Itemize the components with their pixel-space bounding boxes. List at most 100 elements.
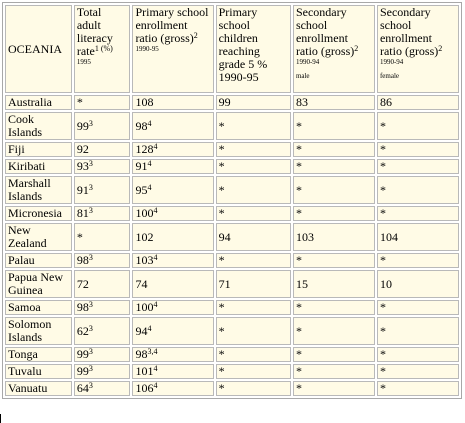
reaching-grade5-cell: 94 (215, 223, 291, 251)
cell-value: * (295, 182, 302, 197)
header-reaching-grade5: Primary school children reaching grade 5… (215, 5, 291, 93)
primary-enrollment-cell: 914 (132, 159, 214, 174)
secondary-male-cell: * (292, 364, 375, 379)
country-cell: Palau (5, 253, 72, 268)
footnote-marker: 3 (88, 159, 93, 168)
reaching-grade5-cell: * (215, 176, 291, 204)
secondary-male-cell: 15 (292, 270, 375, 298)
reaching-grade5-cell: * (215, 253, 291, 268)
secondary-female-cell: * (376, 347, 459, 362)
reaching-grade5-cell: * (215, 112, 291, 140)
cell-value: * (379, 159, 386, 173)
primary-enrollment-cell: 1004 (132, 206, 214, 221)
cell-value: * (218, 253, 225, 267)
primary-enrollment-cell: 102 (132, 223, 214, 251)
cell-value: 128 (135, 142, 154, 156)
table-row: Tonga 993 983,4 * * * (5, 347, 459, 362)
reaching-grade5-cell: * (215, 206, 291, 221)
header-primary-enrollment: Primary school enrollment ratio (gross)2… (132, 5, 214, 93)
secondary-female-cell: 10 (376, 270, 459, 298)
cell-value: 106 (135, 381, 154, 395)
reaching-grade5-cell: 99 (215, 95, 291, 110)
cell-value: 92 (76, 142, 89, 156)
footnote-marker: 4 (147, 182, 152, 192)
country-cell: Vanuatu (5, 381, 72, 396)
footnote-marker: 3 (88, 253, 93, 262)
reaching-grade5-cell: * (215, 347, 291, 362)
footnote-marker: 3 (88, 381, 93, 390)
cell-value: * (295, 347, 302, 361)
oceania-education-table: OCEANIA Total adult literacy rate1 (%) 1… (2, 2, 462, 399)
country-cell: Cook Islands (5, 112, 72, 140)
cell-value: 99 (76, 347, 89, 361)
secondary-female-cell: * (376, 381, 459, 396)
footnote-marker: 3 (88, 118, 93, 128)
secondary-male-cell: * (292, 347, 375, 362)
table-row: Marshall Islands 913 954 * * * (5, 176, 459, 204)
literacy-cell: 983 (73, 300, 131, 315)
cell-value: 108 (135, 95, 154, 109)
country-cell: Micronesia (5, 206, 72, 221)
secondary-male-cell: * (292, 253, 375, 268)
cell-value: * (295, 381, 302, 395)
literacy-cell: 993 (73, 347, 131, 362)
secondary-male-cell: * (292, 112, 375, 140)
table-row: New Zealand * 102 94 103 104 (5, 223, 459, 251)
secondary-female-cell: * (376, 206, 459, 221)
secondary-female-cell: * (376, 317, 459, 345)
cell-value: * (295, 159, 302, 173)
cell-value: 99 (76, 118, 89, 133)
cell-value: * (218, 206, 225, 220)
literacy-cell: 643 (73, 381, 131, 396)
cell-value: 71 (218, 276, 231, 291)
reaching-grade5-cell: * (215, 159, 291, 174)
cell-value: 72 (76, 276, 89, 291)
cell-value: * (379, 300, 386, 314)
table-row: Kiribati 933 914 * * * (5, 159, 459, 174)
footnote-marker: 4 (147, 159, 152, 168)
secondary-male-cell: * (292, 317, 375, 345)
literacy-cell: 983 (73, 253, 131, 268)
country-cell: New Zealand (5, 223, 72, 251)
cell-value: 98 (135, 347, 148, 361)
reaching-grade5-cell: * (215, 364, 291, 379)
primary-enrollment-cell: 1014 (132, 364, 214, 379)
literacy-cell: 933 (73, 159, 131, 174)
header-literacy: Total adult literacy rate1 (%) 1995 (73, 5, 131, 93)
literacy-cell: 993 (73, 112, 131, 140)
cell-value: 74 (135, 276, 148, 291)
country-cell: Australia (5, 95, 72, 110)
cell-value: 99 (76, 364, 89, 378)
header-row: OCEANIA Total adult literacy rate1 (%) 1… (5, 5, 459, 93)
cell-value: 100 (135, 206, 154, 220)
reaching-grade5-cell: 71 (215, 270, 291, 298)
secondary-male-cell: * (292, 159, 375, 174)
footnote-marker: 4 (153, 142, 158, 151)
table-row: Solomon Islands 623 944 * * * (5, 317, 459, 345)
primary-enrollment-cell: 74 (132, 270, 214, 298)
cell-value: * (218, 300, 225, 314)
cell-value: * (218, 142, 225, 156)
cell-value: * (379, 381, 386, 395)
cell-value: 98 (76, 300, 89, 314)
cell-value: 15 (295, 276, 308, 291)
primary-enrollment-cell: 983,4 (132, 347, 214, 362)
cell-value: 98 (135, 118, 148, 133)
table-header: OCEANIA Total adult literacy rate1 (%) 1… (5, 5, 459, 93)
cell-value: 10 (379, 276, 392, 291)
secondary-female-cell: * (376, 176, 459, 204)
table-body: Australia * 108 99 83 86 Cook Islands 993 984 * * *… (5, 95, 459, 396)
cell-value: 64 (76, 381, 89, 395)
cell-value: 95 (135, 182, 148, 197)
country-cell: Samoa (5, 300, 72, 315)
literacy-cell: 72 (73, 270, 131, 298)
primary-enrollment-cell: 1004 (132, 300, 214, 315)
table-row: Fiji 92 1284 * * * (5, 142, 459, 157)
secondary-female-cell: * (376, 253, 459, 268)
footnote-marker: 4 (153, 381, 158, 390)
footnote-marker: 3 (88, 182, 93, 192)
cell-value: 93 (76, 159, 89, 173)
cell-value: 99 (218, 95, 231, 109)
cell-value: * (379, 323, 386, 338)
secondary-female-cell: * (376, 142, 459, 157)
